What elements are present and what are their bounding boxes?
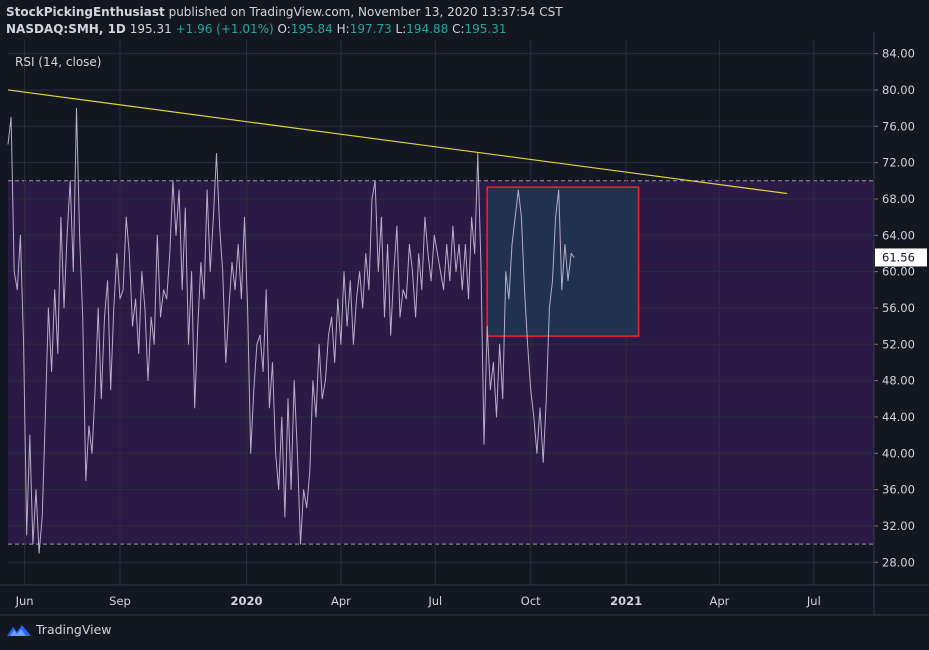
x-tick-label: 2021: [610, 594, 642, 608]
x-tick-label: Oct: [521, 594, 541, 608]
y-tick-label: 76.00: [882, 119, 915, 133]
x-tick-label: Jun: [15, 594, 34, 608]
high-label: H:: [336, 22, 350, 36]
y-tick-label: 48.00: [882, 374, 915, 388]
current-value-tag: [875, 248, 927, 267]
author-link[interactable]: StockPickingEnthusiast: [6, 5, 165, 19]
y-tick-label: 40.00: [882, 446, 915, 460]
series-layer: [7, 107, 575, 554]
open-label: O:: [277, 22, 291, 36]
y-tick-label: 84.00: [882, 47, 915, 61]
low-label: L:: [395, 22, 407, 36]
trendline: [7, 89, 787, 195]
chart-header: StockPickingEnthusiast published on Trad…: [6, 4, 563, 38]
x-tick-label: Jul: [427, 594, 442, 608]
grid-layer: [8, 40, 874, 585]
chart-title: RSI (14, close): [15, 55, 101, 69]
y-tick-label: 60.00: [882, 265, 915, 279]
high-value: 197.73: [349, 22, 392, 36]
y-tick-label: 80.00: [882, 83, 915, 97]
y-tick-label: 28.00: [882, 555, 915, 569]
y-tick-label: 44.00: [882, 410, 915, 424]
price-change: +1.96 (+1.01%): [175, 22, 274, 36]
publish-line: StockPickingEnthusiast published on Trad…: [6, 4, 563, 21]
current-value-label: 61.56: [882, 250, 915, 264]
y-tick-label: 64.00: [882, 228, 915, 242]
rsi-band-layer: [8, 180, 874, 545]
tradingview-logo-icon[interactable]: [6, 623, 32, 637]
y-tick-label: 56.00: [882, 301, 915, 315]
footer: TradingView: [6, 622, 112, 637]
rsi-series-line: [7, 107, 575, 554]
tradingview-brand[interactable]: TradingView: [36, 622, 112, 637]
symbol-label[interactable]: NASDAQ:SMH, 1D: [6, 22, 126, 36]
close-value: 195.31: [464, 22, 507, 36]
close-label: C:: [452, 22, 465, 36]
y-tick-label: 32.00: [882, 519, 915, 533]
x-tick-label: Apr: [331, 594, 351, 608]
y-tick-label: 36.00: [882, 483, 915, 497]
y-tick-label: 68.00: [882, 192, 915, 206]
publish-info: published on TradingView.com, November 1…: [164, 5, 563, 19]
low-value: 194.88: [406, 22, 449, 36]
last-price: 195.31: [129, 22, 172, 36]
rsi-band: [8, 180, 874, 545]
x-tick-label: 2020: [231, 594, 263, 608]
x-tick-label: Sep: [109, 594, 131, 608]
open-value: 195.84: [290, 22, 333, 36]
annotation-layer: [7, 89, 787, 337]
highlight-box: [486, 186, 640, 337]
axis-layer: 84.00 80.00 76.00 72.00 68.00 64.00 60.00 56.00…: [0, 32, 929, 616]
x-tick-label: Jul: [806, 594, 821, 608]
y-tick-label: 72.00: [882, 156, 915, 170]
y-tick-label: 52.00: [882, 337, 915, 351]
x-tick-label: Apr: [710, 594, 730, 608]
symbol-line: NASDAQ:SMH, 1D 195.31 +1.96 (+1.01%) O:1…: [6, 21, 563, 38]
